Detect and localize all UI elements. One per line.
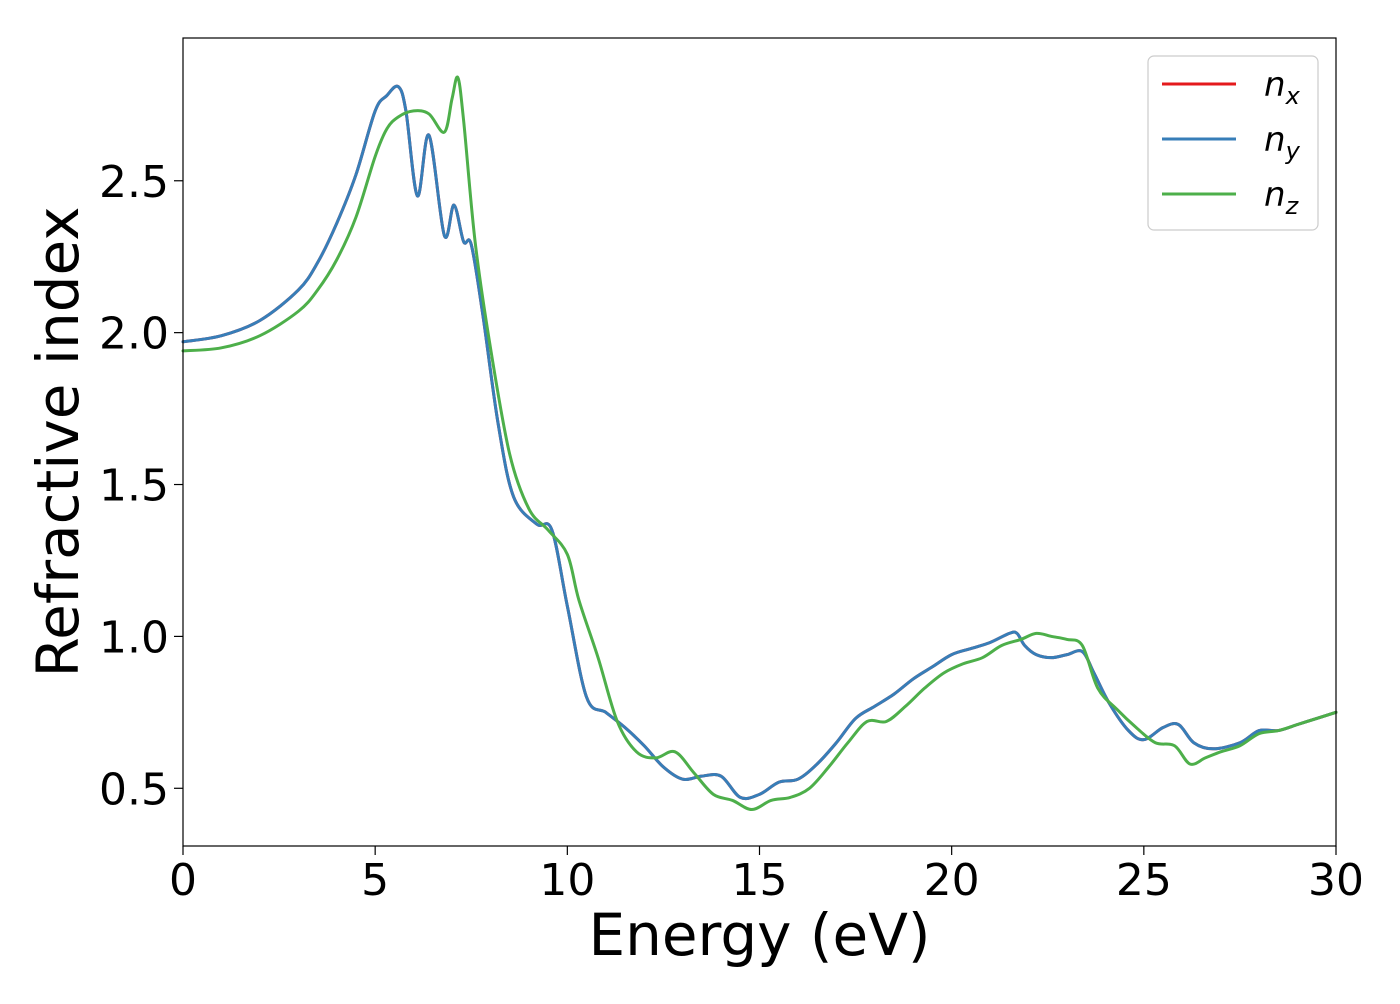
x-tick-label: 5 <box>361 855 389 906</box>
legend-label-y: ny <box>1264 120 1301 165</box>
x-tick-label: 15 <box>732 855 788 906</box>
series-line-z <box>181 75 1338 812</box>
x-tick-label: 30 <box>1308 855 1364 906</box>
x-tick-label: 10 <box>539 855 595 906</box>
y-tick-label: 1.0 <box>99 612 169 663</box>
y-axis-label: Refractive index <box>24 206 92 677</box>
series-line-y <box>181 84 1338 801</box>
y-tick-label: 1.5 <box>99 461 169 512</box>
y-axis-ticks: 0.5 1.0 1.5 2.0 2.5 <box>99 157 183 815</box>
y-tick-label: 2.5 <box>99 157 169 208</box>
legend-label-x: nx <box>1264 65 1301 110</box>
legend: nx ny nz <box>1147 55 1319 231</box>
x-axis-label: Energy (eV) <box>588 901 930 969</box>
legend-label-z: nz <box>1264 175 1300 220</box>
x-tick-label: 0 <box>169 855 197 906</box>
x-tick-label: 20 <box>924 855 980 906</box>
legend-frame <box>1147 55 1319 231</box>
x-tick-label: 25 <box>1116 855 1172 906</box>
series-layer <box>181 75 1338 812</box>
y-tick-label: 2.0 <box>99 309 169 360</box>
y-tick-label: 0.5 <box>99 764 169 815</box>
x-axis-ticks: 0 5 10 15 20 25 30 <box>169 846 1364 906</box>
